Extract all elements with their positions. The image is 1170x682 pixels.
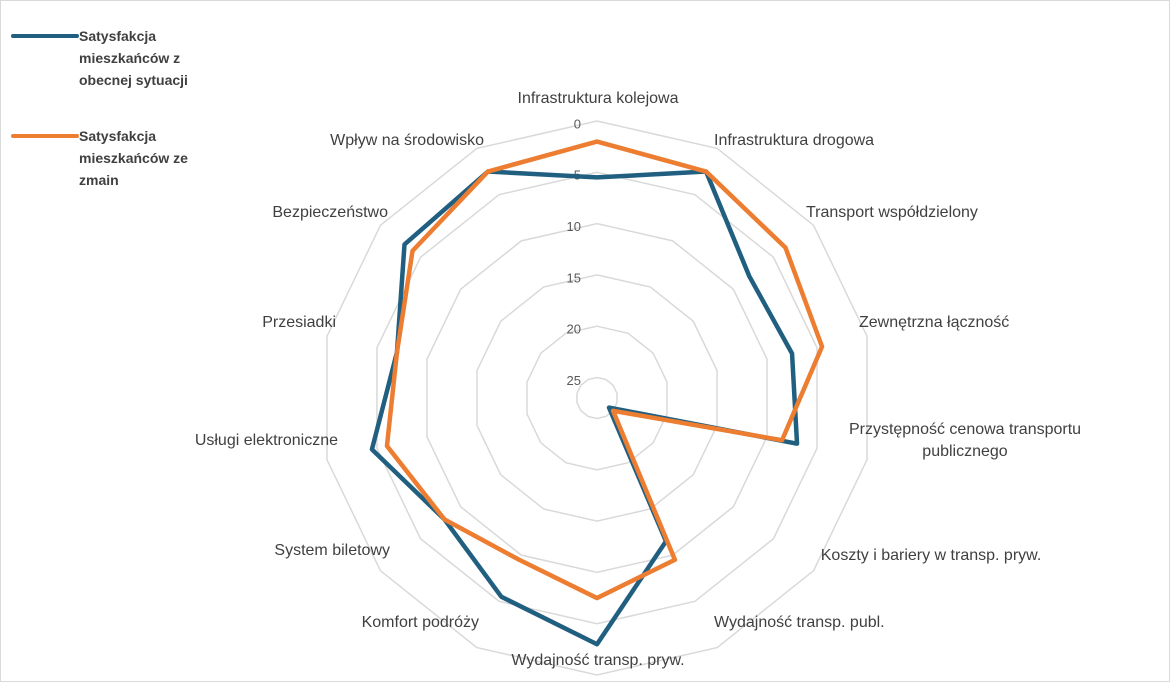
series-line	[384, 139, 825, 601]
tick-label: 20	[567, 322, 581, 337]
legend-item: Satysfakcja mieszkańców z obecnej sytuac…	[11, 25, 197, 91]
category-label: Koszty i bariery w transp. pryw.	[820, 547, 1042, 564]
tick-label: 15	[567, 270, 581, 285]
category-label: Wydajność transp. pryw.	[511, 652, 685, 669]
legend-label: Satysfakcja mieszkańców ze zmain	[79, 128, 188, 188]
legend-item: Satysfakcja mieszkańców ze zmain	[11, 125, 197, 191]
grid-ring	[476, 274, 718, 522]
tick-label: 0	[574, 116, 581, 131]
tick-label: 25	[567, 373, 581, 388]
category-label: Przesiadki	[262, 314, 336, 331]
category-label: Bezpieczeństwo	[272, 204, 388, 221]
category-label: Zewnętrzna łączność	[859, 314, 1010, 331]
category-label: Wpływ na środowisko	[330, 132, 484, 149]
category-label: Wydajność transp. publ.	[714, 614, 885, 631]
category-label: Infrastruktura kolejowa	[517, 90, 679, 107]
grid-ring	[426, 222, 768, 574]
category-label: Komfort podróży	[361, 614, 479, 631]
category-label: Infrastruktura drogowa	[714, 132, 875, 149]
grid-ring	[576, 376, 618, 420]
grid-ring	[526, 325, 668, 471]
legend-swatch	[11, 34, 79, 38]
grid-ring	[376, 171, 818, 625]
category-label: System biletowy	[274, 542, 390, 559]
category-label: Transport współdzielony	[806, 204, 978, 221]
legend-swatch	[11, 134, 79, 138]
grid-ring	[326, 120, 868, 676]
category-label: Przystępność cenowa transportu publiczne…	[848, 421, 1082, 460]
category-label: Usługi elektroniczne	[194, 432, 338, 449]
series-line	[369, 169, 800, 647]
tick-label: 10	[567, 219, 581, 234]
legend-label: Satysfakcja mieszkańców z obecnej sytuac…	[79, 28, 188, 88]
